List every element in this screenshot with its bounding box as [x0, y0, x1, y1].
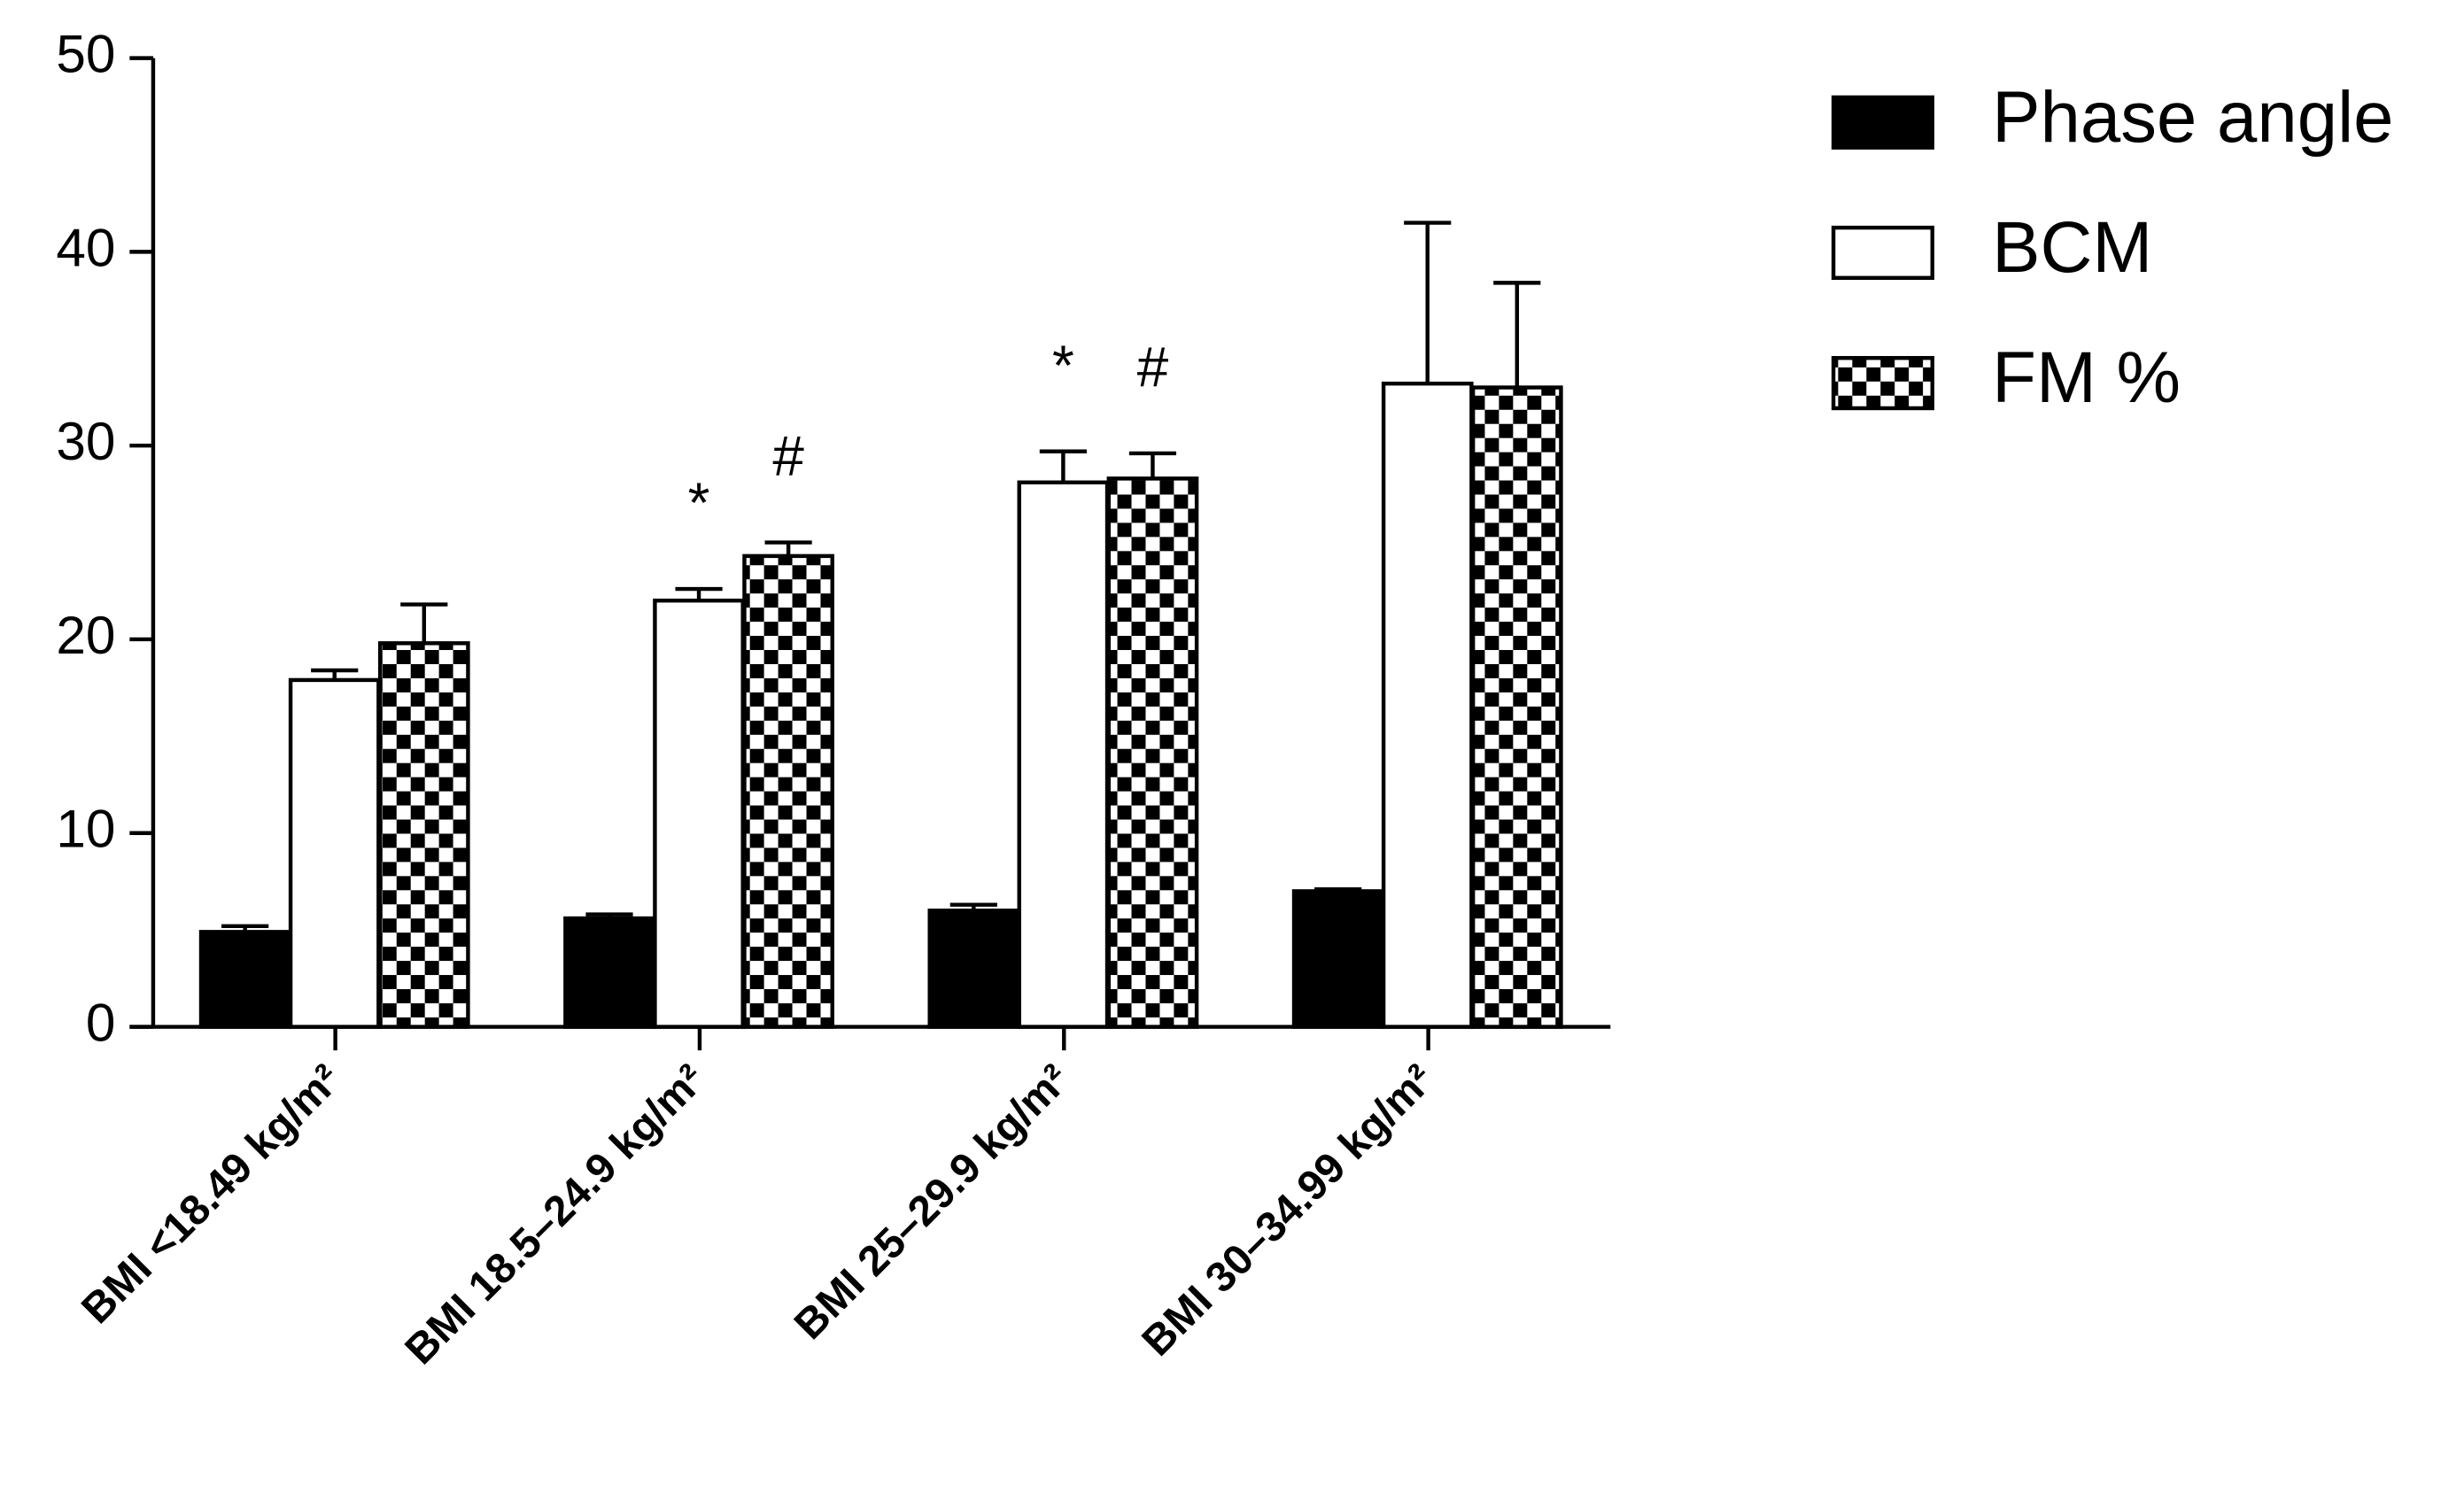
bar [1381, 381, 1474, 1029]
x-tick-label: BMI 18.5–24.9 kg/m² [397, 1056, 715, 1373]
y-tick-label: 0 [86, 992, 116, 1052]
legend-swatch [1831, 356, 1934, 411]
bar [1291, 889, 1384, 1029]
legend-label: FM % [1992, 337, 2181, 418]
annotation: * [1052, 333, 1074, 397]
legend-swatch [1831, 225, 1934, 281]
x-tick-label: BMI 30–34.99 kg/m² [1134, 1056, 1444, 1366]
y-tick-label: 20 [56, 605, 115, 665]
annotation: # [772, 424, 804, 488]
bar [742, 553, 834, 1029]
y-tick-label: 30 [56, 411, 115, 471]
annotation: # [1137, 336, 1169, 399]
bar [288, 677, 381, 1029]
bar [1470, 385, 1563, 1029]
x-tick-label: BMI <18.49 kg/m² [73, 1056, 350, 1333]
legend-swatch [1831, 95, 1934, 150]
y-tick-label: 40 [56, 217, 115, 277]
annotation: * [688, 471, 710, 535]
bar [653, 598, 745, 1029]
bar [1106, 476, 1199, 1029]
legend-label: BCM [1992, 207, 2152, 288]
bar [927, 909, 1020, 1029]
bar [563, 916, 655, 1029]
y-tick-label: 10 [56, 799, 115, 859]
y-tick-label: 50 [56, 24, 115, 84]
bar [198, 930, 291, 1029]
bar [1017, 480, 1110, 1029]
bar [377, 641, 470, 1029]
x-tick-label: BMI 25–29.9 kg/m² [786, 1056, 1079, 1349]
legend-label: Phase angle [1992, 77, 2393, 158]
